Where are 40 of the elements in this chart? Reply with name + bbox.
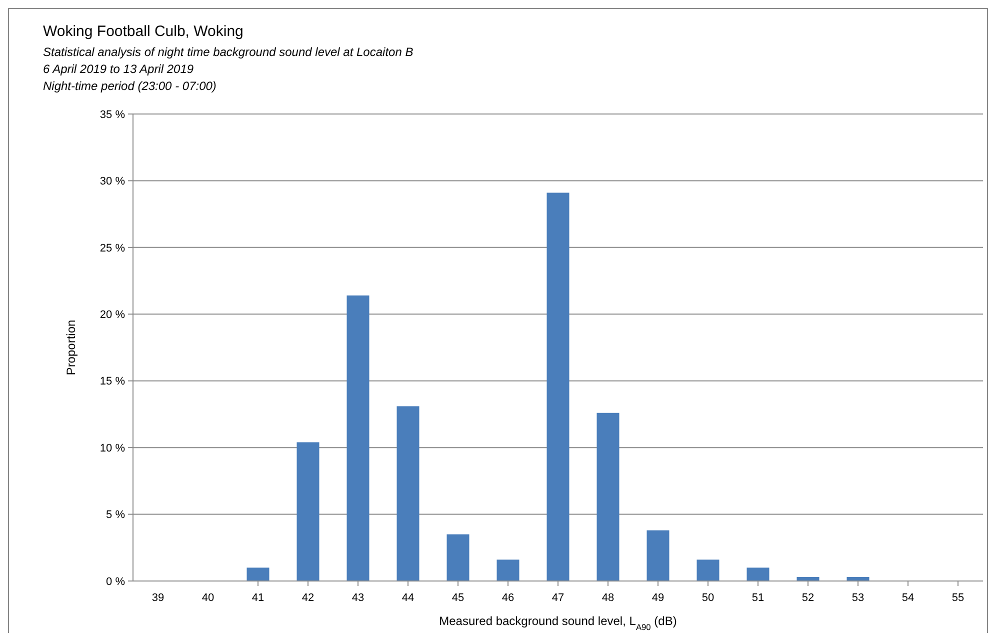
bar — [596, 412, 620, 581]
x-tick-label: 49 — [652, 592, 664, 604]
x-tick-label: 51 — [752, 592, 764, 604]
bar — [346, 295, 370, 581]
x-tick-label: 55 — [952, 592, 964, 604]
y-tick-label: 25 % — [100, 242, 126, 254]
bar — [496, 560, 520, 581]
x-tick-label: 50 — [702, 592, 714, 604]
y-axis-title: Proportion — [64, 320, 78, 376]
y-tick-label: 0 % — [106, 576, 126, 588]
chart-title: Woking Football Culb, Woking — [43, 23, 244, 40]
chart-subtitle: Statistical analysis of night time background sound level at Locaiton B 6 April 2019 to 13 April 2019 Night-time period (23:00 - 07:00) — [43, 45, 414, 93]
bar — [746, 568, 770, 581]
y-tick-label: 5 % — [106, 509, 126, 522]
x-tick-label: 40 — [202, 592, 214, 604]
x-tick-label: 42 — [302, 592, 314, 604]
bar — [696, 560, 720, 581]
y-tick-label: 35 % — [100, 108, 126, 121]
x-tick-label: 43 — [352, 592, 364, 604]
bar — [446, 534, 470, 581]
y-tick-label: 15 % — [100, 376, 126, 388]
x-tick-label: 54 — [902, 592, 914, 604]
y-tick-label: 10 % — [100, 442, 126, 454]
bar — [546, 192, 570, 581]
x-tick-label: 52 — [802, 592, 814, 604]
x-tick-label: 45 — [452, 592, 464, 604]
bar — [396, 406, 420, 581]
y-tick-label: 20 % — [100, 308, 126, 321]
x-tick-label: 46 — [502, 592, 514, 604]
x-tick-label: 44 — [402, 592, 414, 604]
bar — [296, 442, 320, 581]
x-tick-label: 53 — [852, 592, 864, 604]
x-tick-label: 41 — [252, 592, 264, 604]
x-tick-label: 48 — [602, 592, 614, 604]
x-tick-label: 47 — [552, 592, 564, 604]
x-axis-title: Measured background sound level, L$_{A90}$ (dB) — [439, 614, 677, 632]
x-tick-label: 39 — [152, 592, 164, 604]
y-tick-label: 30 % — [100, 176, 126, 188]
bar — [246, 568, 270, 581]
bar — [646, 530, 670, 581]
